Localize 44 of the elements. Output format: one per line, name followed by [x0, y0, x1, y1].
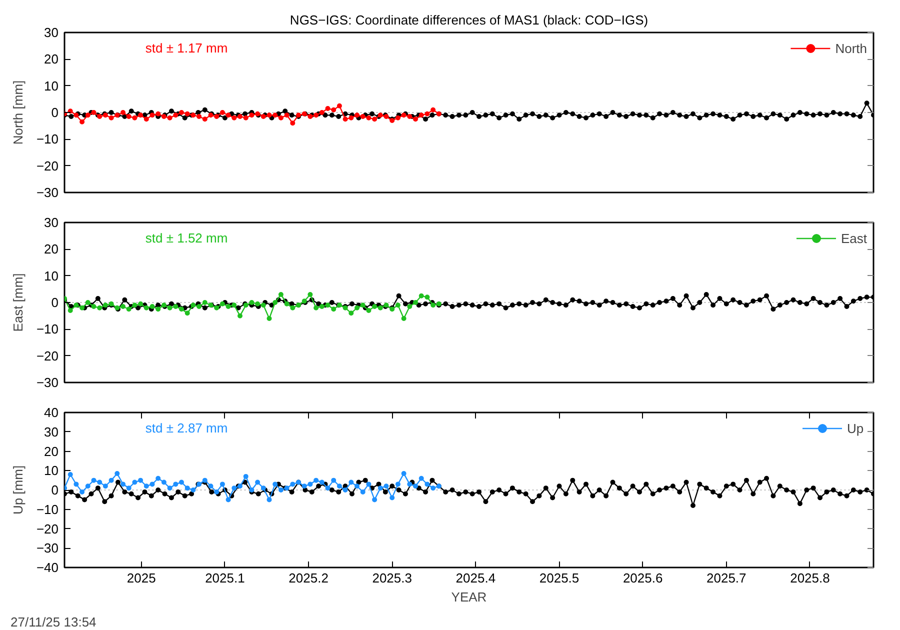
y-tick-label: 0 — [51, 295, 59, 310]
y-tick-label: −30 — [36, 375, 59, 390]
y-tick-label: −40 — [36, 560, 59, 575]
y-tick-label: 30 — [44, 424, 59, 440]
y-tick-label: 40 — [44, 405, 59, 420]
y-axis-title: Up [mm] — [10, 465, 26, 515]
y-tick-label: −10 — [36, 502, 59, 517]
legend-label: Up — [847, 420, 865, 436]
x-tick-label: 2025.8 — [790, 570, 830, 586]
x-tick-label: 2025.3 — [372, 570, 412, 586]
y-tick-label: 30 — [44, 25, 59, 40]
y-tick-label: 0 — [51, 482, 59, 498]
annotation: std ± 1.52 mm — [145, 230, 228, 246]
y-tick-label: 10 — [44, 78, 59, 94]
annotation: std ± 1.17 mm — [145, 40, 228, 56]
x-tick-label: 2025.7 — [706, 570, 746, 586]
y-tick-label: −20 — [36, 158, 59, 174]
y-tick-label: 0 — [51, 105, 59, 120]
x-axis-title: YEAR — [451, 590, 487, 604]
x-tick-label: 2025.6 — [622, 570, 663, 586]
text: 27/11/25 13:54 — [10, 614, 96, 630]
x-tick-label: 2025.2 — [288, 570, 328, 586]
y-tick-label: −20 — [36, 348, 59, 364]
annotation: std ± 2.87 mm — [145, 420, 228, 436]
y-tick-label: 20 — [44, 52, 59, 67]
x-tick-label: 2025 — [126, 570, 156, 586]
x-tick-label: 2025.4 — [456, 570, 496, 586]
y-axis-title: North [mm] — [10, 80, 26, 145]
y-tick-label: 20 — [44, 444, 59, 459]
y-axis-title: East [mm] — [10, 273, 26, 332]
y-tick-label: −30 — [36, 540, 59, 556]
y-tick-label: −10 — [36, 132, 59, 147]
y-tick-label: −10 — [36, 322, 59, 337]
y-tick-label: 30 — [44, 215, 59, 230]
y-tick-label: 10 — [44, 268, 59, 284]
y-tick-label: 10 — [44, 463, 59, 478]
chart-title: NGS−IGS: Coordinate differences of MAS1 (black: COD−IGS) — [290, 12, 648, 28]
legend-label: North — [835, 40, 867, 56]
x-tick-label: 2025.5 — [539, 570, 580, 586]
legend-label: East — [840, 230, 867, 246]
x-tick-label: 2025.1 — [205, 570, 245, 586]
y-tick-label: −20 — [36, 521, 59, 536]
y-tick-label: 20 — [44, 242, 59, 257]
y-tick-label: −30 — [36, 185, 59, 200]
